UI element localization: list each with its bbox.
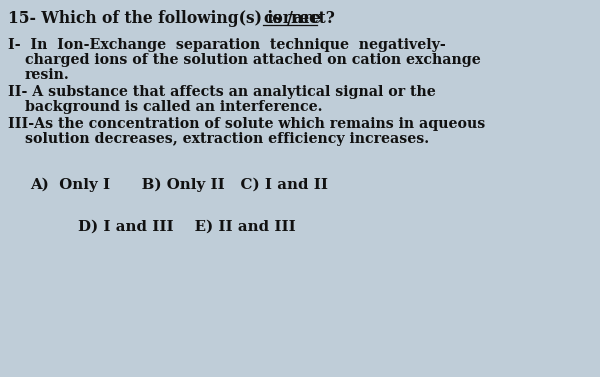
Text: background is called an interference.: background is called an interference. [25, 100, 323, 114]
Text: correct?: correct? [263, 10, 335, 27]
Text: I-  In  Ion-Exchange  separation  technique  negatively-: I- In Ion-Exchange separation technique … [8, 38, 446, 52]
Text: resin.: resin. [25, 68, 70, 82]
Text: II- A substance that affects an analytical signal or the: II- A substance that affects an analytic… [8, 85, 436, 99]
Text: solution decreases, extraction efficiency increases.: solution decreases, extraction efficienc… [25, 132, 429, 146]
Text: A)  Only I      B) Only II   C) I and II: A) Only I B) Only II C) I and II [30, 178, 328, 192]
Text: D) I and III    E) II and III: D) I and III E) II and III [78, 220, 296, 234]
Text: charged ions of the solution attached on cation exchange: charged ions of the solution attached on… [25, 53, 481, 67]
Text: III-As the concentration of solute which remains in aqueous: III-As the concentration of solute which… [8, 117, 485, 131]
Text: 15- Which of the following(s) is /are: 15- Which of the following(s) is /are [8, 10, 326, 27]
